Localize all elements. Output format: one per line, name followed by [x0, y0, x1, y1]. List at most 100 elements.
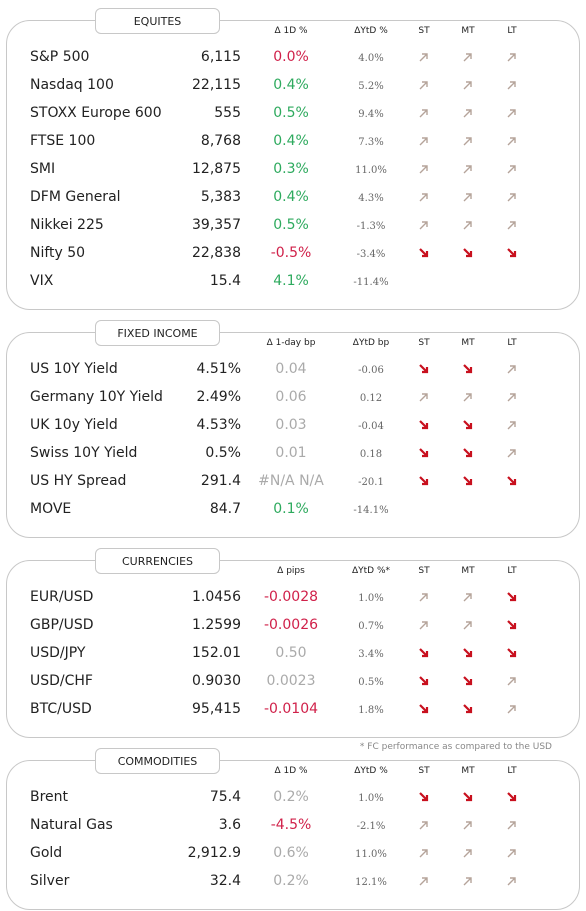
row-change: 0.0%	[273, 49, 309, 65]
row-name: Swiss 10Y Yield	[30, 445, 138, 461]
trend-arrow	[507, 849, 516, 858]
column-header: ST	[418, 338, 430, 348]
trend-arrow	[463, 109, 472, 118]
row-ytd: 1.0%	[358, 593, 384, 604]
trend-arrow	[463, 792, 473, 802]
trend-arrow	[507, 592, 517, 602]
trend-arrow	[419, 420, 429, 430]
trend-arrow	[463, 821, 472, 830]
row-value: 555	[214, 105, 241, 121]
row-name: STOXX Europe 600	[30, 105, 162, 121]
trend-arrow	[507, 476, 517, 486]
trend-arrow	[419, 621, 428, 630]
trend-arrow	[507, 193, 516, 202]
row-change: 0.1%	[273, 501, 309, 517]
trend-arrow	[419, 364, 429, 374]
trend-arrow	[419, 393, 428, 402]
row-ytd: 11.0%	[355, 165, 387, 176]
column-header: MT	[461, 338, 475, 348]
row-ytd: 12.1%	[355, 877, 387, 888]
row-ytd: 0.12	[359, 393, 383, 404]
row-change: 0.6%	[273, 845, 309, 861]
row-name: VIX	[30, 273, 54, 289]
row-change: 0.03	[275, 417, 307, 433]
row-change: 0.50	[275, 645, 307, 661]
row-ytd: -14.1%	[353, 505, 389, 516]
trend-arrow	[507, 53, 516, 62]
row-name: MOVE	[30, 501, 72, 517]
row-change: 0.5%	[273, 217, 309, 233]
row-ytd: -1.3%	[356, 221, 386, 232]
column-header: LT	[507, 338, 517, 348]
row-value: 2,912.9	[187, 845, 241, 861]
section-box	[6, 560, 580, 738]
row-ytd: 11.0%	[355, 849, 387, 860]
row-name: UK 10y Yield	[30, 417, 118, 433]
trend-arrow	[463, 137, 472, 146]
section-title: COMMODITIES	[95, 748, 220, 774]
trend-arrow	[463, 420, 473, 430]
column-header: LT	[507, 566, 517, 576]
row-value: 75.4	[209, 789, 241, 805]
trend-arrow	[463, 621, 472, 630]
section-title: FIXED INCOME	[95, 320, 220, 346]
row-change: 0.2%	[273, 873, 309, 889]
column-header: Δ 1D %	[274, 26, 308, 36]
row-change: 0.4%	[273, 77, 309, 93]
row-ytd: 5.2%	[358, 81, 384, 92]
trend-arrow	[463, 704, 473, 714]
trend-arrow	[463, 81, 472, 90]
trend-arrow	[507, 648, 517, 658]
trend-arrow	[507, 821, 516, 830]
row-value: 1.2599	[192, 617, 241, 633]
row-name: Nasdaq 100	[30, 77, 114, 93]
trend-arrow	[507, 165, 516, 174]
footnote: * FC performance as compared to the USD	[359, 742, 552, 752]
row-name: Germany 10Y Yield	[30, 389, 163, 405]
trend-arrow	[463, 53, 472, 62]
column-header: Δ 1-day bp	[266, 338, 316, 348]
trend-arrow	[419, 792, 429, 802]
column-header: ΔYtD %	[354, 26, 388, 36]
row-value: 1.0456	[192, 589, 241, 605]
row-ytd: -2.1%	[356, 821, 386, 832]
column-header: Δ pips	[277, 566, 305, 576]
row-change: 4.1%	[273, 273, 309, 289]
trend-arrow	[419, 648, 429, 658]
row-change: -0.0104	[263, 701, 319, 717]
trend-arrow	[419, 448, 429, 458]
trend-arrow	[463, 476, 473, 486]
row-change: 0.2%	[273, 789, 309, 805]
trend-arrow	[419, 221, 428, 230]
row-ytd: -20.1	[358, 477, 384, 488]
row-change: 0.5%	[273, 105, 309, 121]
trend-arrow	[463, 393, 472, 402]
row-value: 22,115	[192, 77, 241, 93]
row-change: -4.5%	[270, 817, 312, 833]
trend-arrow	[419, 137, 428, 146]
row-value: 152.01	[192, 645, 241, 661]
trend-arrow	[419, 849, 428, 858]
row-change: 0.0023	[266, 673, 316, 689]
row-ytd: 4.3%	[358, 193, 384, 204]
row-ytd: -11.4%	[353, 277, 389, 288]
trend-arrow	[463, 593, 472, 602]
row-ytd: -0.04	[358, 421, 384, 432]
row-name: EUR/USD	[30, 589, 94, 605]
row-name: Brent	[30, 789, 69, 805]
trend-arrow	[463, 165, 472, 174]
trend-arrow	[419, 53, 428, 62]
row-name: DFM General	[30, 189, 121, 205]
row-name: US 10Y Yield	[30, 361, 118, 377]
trend-arrow	[463, 877, 472, 886]
section-title: EQUITES	[95, 8, 220, 34]
trend-arrow	[419, 165, 428, 174]
trend-arrow	[463, 648, 473, 658]
column-header: ΔYtD bp	[352, 338, 390, 348]
row-value: 5,383	[200, 189, 241, 205]
row-name: Nikkei 225	[30, 217, 104, 233]
column-header: ST	[418, 766, 430, 776]
row-value: 3.6	[218, 817, 241, 833]
row-ytd: 7.3%	[358, 137, 384, 148]
